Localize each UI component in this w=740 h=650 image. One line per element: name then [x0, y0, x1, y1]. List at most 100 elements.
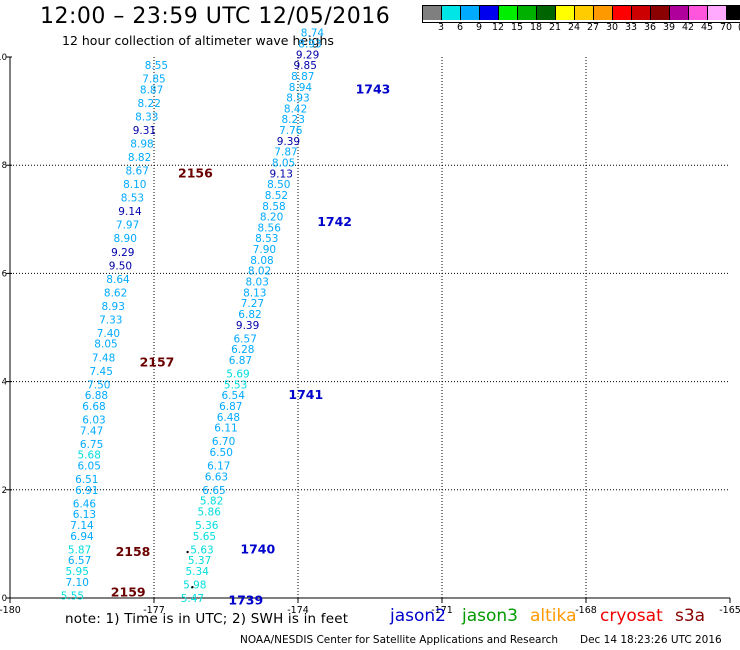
- data-point-label: 8.87: [291, 71, 314, 83]
- data-point-label: 6.65: [202, 485, 225, 497]
- data-point-label: 8.05: [94, 339, 117, 351]
- footer-credit: NOAA/NESDIS Center for Satellite Applica…: [240, 634, 558, 646]
- color-scale-tick-label: 21: [548, 22, 562, 33]
- data-point-label: 6.50: [210, 447, 233, 459]
- data-point-label: 6.54: [222, 390, 246, 402]
- data-point-label: 5.86: [198, 506, 222, 518]
- data-point-label: 6.70: [212, 436, 235, 448]
- data-point-label: 7.50: [87, 379, 110, 391]
- data-point-label: 8.52: [265, 190, 288, 202]
- data-point-label: 8.02: [248, 266, 271, 278]
- data-point-label: 8.74: [301, 28, 325, 40]
- data-point-label: 9.13: [270, 168, 293, 180]
- color-swatch: [480, 6, 499, 20]
- data-point-label: 6.46: [73, 498, 97, 510]
- legend-altika: altika: [530, 606, 577, 626]
- color-scale-tick-label: 36: [643, 22, 657, 33]
- color-scale-bar: [422, 5, 740, 23]
- data-point-label: 6.48: [217, 412, 240, 424]
- color-scale-tick-label: 27: [586, 22, 600, 33]
- data-point-label: 5.68: [78, 450, 101, 462]
- data-point-label: 8.05: [272, 157, 295, 169]
- pass-time-label: 2156: [178, 165, 213, 180]
- pass-time-label: 1740: [240, 541, 275, 556]
- x-tick-label: -180: [0, 605, 21, 616]
- color-scale-tick-label: 9: [475, 22, 483, 33]
- data-point-label: 8.58: [262, 201, 285, 213]
- x-tick-label: -165: [719, 605, 740, 616]
- legend-s3a: s3a: [675, 606, 706, 626]
- data-point-label: 6.11: [214, 423, 237, 435]
- pass-time-label: 1742: [317, 214, 352, 229]
- color-swatch: [537, 6, 556, 20]
- data-point-label: 6.05: [78, 460, 101, 472]
- color-scale-tick-label: 70: [719, 22, 733, 33]
- color-swatch: [708, 6, 727, 20]
- data-point-label: 8.23: [282, 114, 305, 126]
- data-point-label: 8.10: [123, 179, 146, 191]
- data-point-label: 7.90: [253, 244, 276, 256]
- data-point-label: 9.14: [118, 206, 142, 218]
- data-point-label: 6.94: [70, 531, 94, 543]
- data-point-label: 7.97: [116, 220, 139, 232]
- data-point-label: 5.65: [193, 531, 216, 543]
- color-scale-tick-label: 12: [491, 22, 505, 33]
- color-scale-tick-label: 6: [456, 22, 464, 33]
- color-scale-tick-label: 33: [624, 22, 638, 33]
- data-point-label: 8.93: [298, 38, 321, 50]
- data-point-label: 9.31: [133, 125, 156, 137]
- data-point-label: 5.63: [190, 544, 213, 556]
- data-point-label: 7.45: [90, 366, 113, 378]
- data-point-label: 5.37: [188, 555, 211, 567]
- chart-subtitle: 12 hour collection of altimeter wave hei…: [62, 33, 334, 48]
- data-point-label: 5.69: [226, 368, 249, 380]
- data-point-label: 9.29: [111, 247, 134, 259]
- data-point-label: 5.95: [66, 566, 89, 578]
- data-point-label: 6.82: [238, 309, 261, 321]
- color-scale-tick-label: 42: [681, 22, 695, 33]
- data-point-label: 6.63: [205, 471, 228, 483]
- data-point-label: 8.33: [135, 112, 158, 124]
- data-point-label: 7.10: [66, 577, 89, 589]
- y-tick-label: 10: [0, 53, 7, 63]
- color-swatch: [556, 6, 575, 20]
- data-point-label: 9.29: [296, 49, 319, 61]
- x-tick-label: -171: [431, 605, 453, 616]
- color-scale-tick-label: 30: [605, 22, 619, 33]
- data-point-label: 6.87: [229, 355, 252, 367]
- color-scale-tick-label: (ft): [738, 22, 740, 33]
- data-point-label: 5.82: [200, 496, 223, 508]
- data-point-label: 6.75: [80, 439, 103, 451]
- data-point-label: 7.48: [92, 352, 115, 364]
- data-point-label: 7.47: [80, 425, 103, 437]
- pass-time-label: 1739: [228, 593, 263, 608]
- color-scale-tick-label: 3: [437, 22, 445, 33]
- data-point-label: 8.90: [114, 233, 137, 245]
- color-swatch: [594, 6, 613, 20]
- data-point-label: 6.13: [73, 509, 96, 521]
- data-point-label: 5.47: [181, 593, 204, 605]
- pass-time-label: 1741: [288, 387, 323, 402]
- data-point-label: 9.39: [236, 320, 259, 332]
- color-swatch: [499, 6, 518, 20]
- data-point-label: 8.93: [286, 93, 309, 105]
- data-point-label: 7.40: [97, 328, 120, 340]
- color-swatch: [727, 6, 740, 20]
- color-scale-tick-label: 45: [700, 22, 714, 33]
- color-swatch: [575, 6, 594, 20]
- color-swatch: [461, 6, 480, 20]
- data-point-label: 8.20: [260, 212, 283, 224]
- data-point-label: 8.50: [267, 179, 290, 191]
- color-scale-tick-label: 18: [529, 22, 543, 33]
- data-point-label: 6.17: [207, 460, 230, 472]
- y-tick-label: 8: [2, 161, 7, 171]
- color-swatch: [670, 6, 689, 20]
- data-point-label: 7.87: [274, 147, 297, 159]
- pass-time-label: 2157: [140, 355, 175, 370]
- legend-jason3: jason3: [462, 606, 518, 626]
- color-scale-tick-label: 15: [510, 22, 524, 33]
- data-point-label: 8.13: [243, 287, 266, 299]
- data-point-label: 8.42: [284, 103, 307, 115]
- pass-time-label: 2159: [111, 585, 146, 600]
